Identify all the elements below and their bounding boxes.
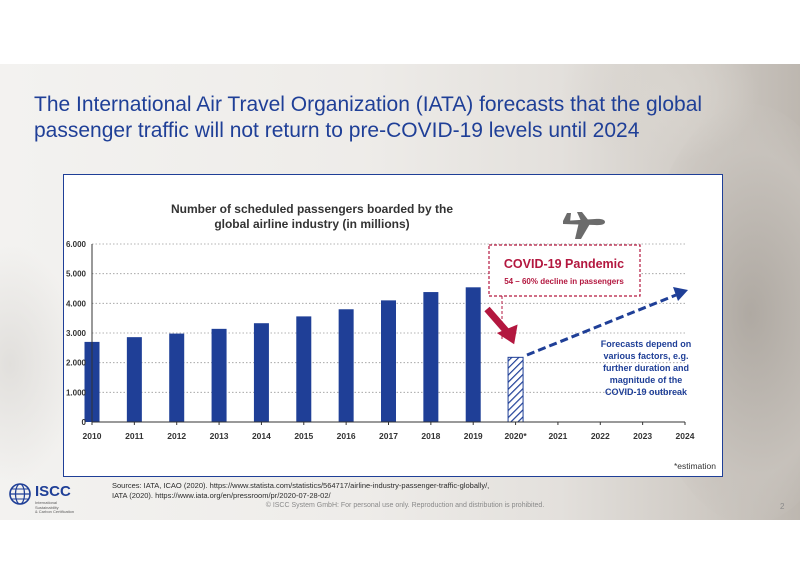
x-tick-label: 2011 — [125, 431, 144, 441]
page-number: 2 — [780, 502, 785, 511]
bar — [211, 328, 227, 422]
iscc-logo: ISCC International Sustainability & Carb… — [8, 480, 80, 515]
chart-title-line-1: Number of scheduled passengers boarded b… — [171, 202, 453, 216]
x-tick-label: 2012 — [167, 431, 186, 441]
y-tick-label: 6.000 — [66, 240, 87, 249]
y-tick-label: 2.000 — [66, 359, 87, 368]
bar — [338, 309, 354, 422]
globe-icon — [9, 483, 31, 505]
forecast-arrow — [526, 287, 688, 357]
logo-name: ISCC — [35, 483, 71, 500]
x-tick-label: 2021 — [548, 431, 567, 441]
decline-arrow — [484, 306, 518, 345]
logo-subtitle: International Sustainability & Carbon Ce… — [35, 500, 80, 515]
forecast-note-line-5: COVID-19 outbreak — [605, 387, 688, 397]
y-tick-label: 1.000 — [66, 388, 87, 397]
airplane-icon — [563, 212, 605, 239]
forecast-note: Forecasts depend on various factors, e.g… — [601, 339, 692, 397]
x-tick-label: 2022 — [591, 431, 610, 441]
bar — [253, 323, 269, 422]
slide-title-line-1: The International Air Travel Organizatio… — [34, 93, 703, 116]
chart-title-line-2: global airline industry (in millions) — [214, 217, 409, 231]
forecast-note-line-2: various factors, e.g. — [603, 351, 688, 361]
estimation-footnote: *estimation — [674, 461, 716, 471]
y-tick-label: 5.000 — [66, 270, 87, 279]
slide-title-line-2: passenger traffic will not return to pre… — [34, 119, 640, 142]
copyright-notice: © ISCC System GmbH: For personal use onl… — [265, 502, 545, 509]
slide-title: The International Air Travel Organizatio… — [34, 92, 734, 144]
bar — [423, 292, 439, 422]
covid-annotation-box: COVID-19 Pandemic 54 – 60% decline in pa… — [488, 244, 641, 297]
x-tick-label: 2014 — [252, 431, 271, 441]
sources-line-1: Sources: IATA, ICAO (2020). https://www.… — [112, 481, 490, 490]
sources-text: Sources: IATA, ICAO (2020). https://www.… — [112, 481, 542, 501]
x-tick-label: 2015 — [294, 431, 313, 441]
bar — [169, 333, 185, 422]
x-tick-label: 2024 — [676, 431, 695, 441]
y-tick-label: 3.000 — [66, 329, 87, 338]
forecast-note-line-3: further duration and — [603, 363, 689, 373]
sources-line-2: IATA (2020). https://www.iata.org/en/pre… — [112, 491, 331, 500]
passenger-bar-chart: 0 1.000 2.000 3.000 4.000 5.000 6.000 2010 2011 2… — [66, 202, 716, 471]
x-tick-label: 2019 — [464, 431, 483, 441]
logo-subtitle-line-1: International Sustainability — [35, 500, 59, 510]
x-tick-label: 2018 — [421, 431, 440, 441]
covid-annotation-title: COVID-19 Pandemic — [504, 257, 624, 271]
forecast-note-line-1: Forecasts depend on — [601, 339, 692, 349]
y-tick-label: 0 — [82, 418, 87, 427]
bar — [381, 300, 396, 422]
covid-annotation-subtitle: 54 – 60% decline in passengers — [504, 277, 624, 286]
x-tick-label: 2017 — [379, 431, 398, 441]
x-tick-label: 2016 — [337, 431, 356, 441]
logo-subtitle-line-2: & Carbon Certification — [35, 509, 75, 514]
chart-panel: 0 1.000 2.000 3.000 4.000 5.000 6.000 2010 2011 2… — [63, 174, 723, 477]
forecast-note-line-4: magnitude of the — [610, 375, 683, 385]
bar — [296, 316, 312, 422]
x-tick-label: 2020* — [504, 431, 527, 441]
bar — [465, 287, 481, 422]
bar-estimated — [507, 356, 524, 423]
y-tick-label: 4.000 — [66, 299, 87, 308]
x-tick-label: 2013 — [210, 431, 229, 441]
x-tick-label: 2023 — [633, 431, 652, 441]
bar — [126, 337, 142, 422]
x-tick-label: 2010 — [83, 431, 102, 441]
